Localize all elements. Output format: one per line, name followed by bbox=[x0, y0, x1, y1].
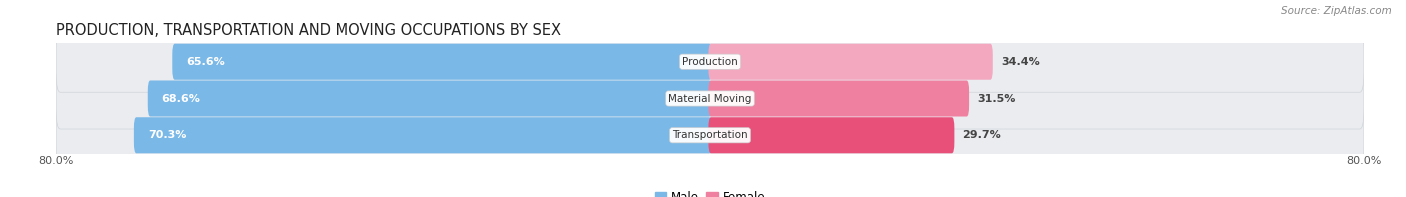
Text: 68.6%: 68.6% bbox=[162, 94, 201, 103]
Text: 34.4%: 34.4% bbox=[1001, 57, 1039, 67]
Text: PRODUCTION, TRANSPORTATION AND MOVING OCCUPATIONS BY SEX: PRODUCTION, TRANSPORTATION AND MOVING OC… bbox=[56, 23, 561, 38]
FancyBboxPatch shape bbox=[709, 81, 969, 116]
Text: Material Moving: Material Moving bbox=[668, 94, 752, 103]
Text: 29.7%: 29.7% bbox=[963, 130, 1001, 140]
FancyBboxPatch shape bbox=[56, 31, 1364, 92]
Text: 70.3%: 70.3% bbox=[148, 130, 186, 140]
FancyBboxPatch shape bbox=[134, 117, 711, 153]
Text: Source: ZipAtlas.com: Source: ZipAtlas.com bbox=[1281, 6, 1392, 16]
FancyBboxPatch shape bbox=[56, 68, 1364, 129]
Text: 31.5%: 31.5% bbox=[977, 94, 1015, 103]
Text: Transportation: Transportation bbox=[672, 130, 748, 140]
Legend: Male, Female: Male, Female bbox=[650, 186, 770, 197]
FancyBboxPatch shape bbox=[148, 81, 711, 116]
FancyBboxPatch shape bbox=[709, 117, 955, 153]
FancyBboxPatch shape bbox=[173, 44, 711, 80]
FancyBboxPatch shape bbox=[709, 44, 993, 80]
FancyBboxPatch shape bbox=[56, 105, 1364, 166]
Text: Production: Production bbox=[682, 57, 738, 67]
Text: 65.6%: 65.6% bbox=[186, 57, 225, 67]
